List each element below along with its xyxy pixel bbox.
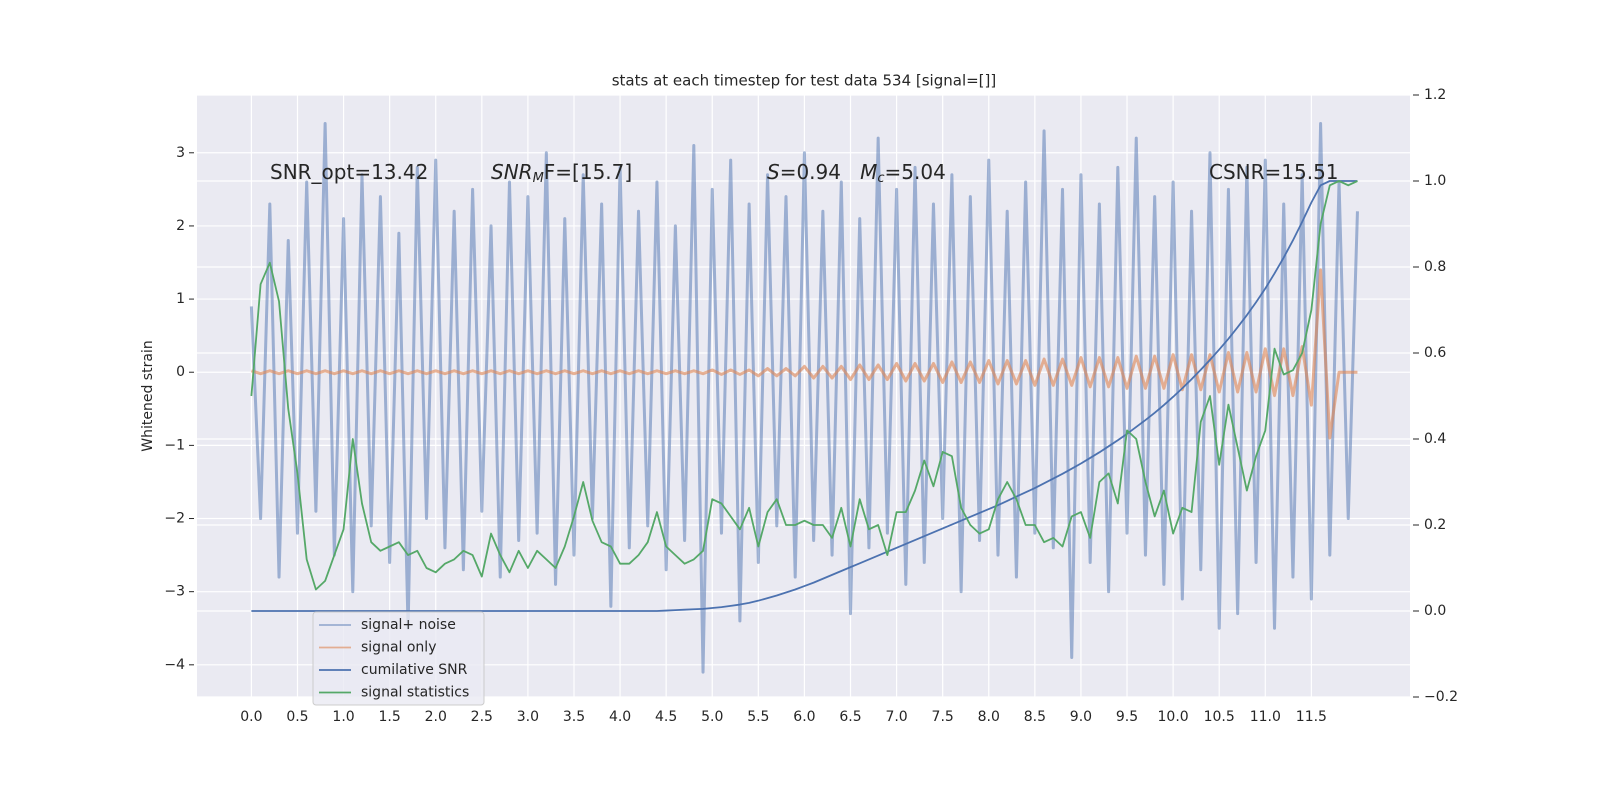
- legend-label: signal only: [361, 640, 436, 656]
- x-tick-label: 2.5: [471, 709, 493, 725]
- y-tick-label: 3: [176, 145, 185, 161]
- y-tick-label: −4: [164, 657, 185, 673]
- y2-tick-label: 1.0: [1424, 173, 1446, 189]
- x-tick-label: 7.0: [885, 709, 907, 725]
- x-tick-label: 11.0: [1250, 709, 1281, 725]
- annotation: SNR_opt=13.42: [270, 160, 428, 184]
- annotation-part: c: [877, 171, 884, 186]
- series-line: [250, 180, 1358, 591]
- y-tick-label: −3: [164, 584, 185, 600]
- annotation-part: M: [860, 160, 877, 184]
- annotation-part: =0.94: [780, 160, 860, 184]
- annotation-part: S: [767, 160, 780, 184]
- x-tick-label: 9.0: [1070, 709, 1092, 725]
- series-line: [249, 122, 1359, 674]
- legend-label: signal statistics: [361, 685, 469, 701]
- y-tick-label: 0: [176, 364, 185, 380]
- x-tick-label: 0.5: [286, 709, 308, 725]
- y-tick-label: −2: [164, 511, 185, 527]
- chart-title: stats at each timestep for test data 534…: [612, 72, 997, 90]
- x-tick-label: 9.5: [1116, 709, 1138, 725]
- y2-tick-label: −0.2: [1424, 689, 1458, 705]
- annotation-part: =5.04: [885, 160, 946, 184]
- x-tick-label: 2.0: [425, 709, 447, 725]
- annotation: SNRMF=[15.7]: [491, 160, 632, 186]
- x-tick-label: 11.5: [1296, 709, 1327, 725]
- y2-tick-label: 0.0: [1424, 603, 1446, 619]
- y2-tick-label: 0.6: [1424, 345, 1446, 361]
- x-tick-label: 5.5: [747, 709, 769, 725]
- x-tick-label: 8.0: [978, 709, 1000, 725]
- annotation-part: SNR_opt=13.42: [270, 160, 428, 184]
- y2-tick-label: 0.4: [1424, 431, 1446, 447]
- x-tick-label: 5.0: [701, 709, 723, 725]
- annotation-part: CSNR=15.51: [1209, 160, 1339, 184]
- x-tick-label: 3.5: [563, 709, 585, 725]
- y2-tick-label: 0.8: [1424, 259, 1446, 275]
- legend-label: signal+ noise: [361, 617, 456, 633]
- x-tick-label: 0.0: [240, 709, 262, 725]
- x-tick-label: 1.0: [332, 709, 354, 725]
- x-tick-label: 3.0: [517, 709, 539, 725]
- y-tick-label: 2: [176, 218, 185, 234]
- legend-box: [312, 611, 485, 706]
- x-tick-label: 1.5: [379, 709, 401, 725]
- y-axis-label: Whitened strain: [140, 340, 156, 451]
- annotation: CSNR=15.51: [1209, 160, 1339, 184]
- x-tick-label: 10.0: [1158, 709, 1189, 725]
- x-tick-label: 7.5: [932, 709, 954, 725]
- annotation: S=0.94 Mc=5.04: [767, 160, 946, 186]
- annotation-part: SNR: [491, 160, 533, 184]
- series-line: [251, 180, 1358, 612]
- x-tick-label: 4.5: [655, 709, 677, 725]
- x-tick-label: 8.5: [1024, 709, 1046, 725]
- x-tick-label: 6.5: [839, 709, 861, 725]
- annotation-part: M: [533, 171, 544, 186]
- x-tick-label: 10.5: [1204, 709, 1235, 725]
- annotation-part: F=[15.7]: [544, 160, 632, 184]
- series-line: [250, 268, 1358, 440]
- x-tick-label: 6.0: [793, 709, 815, 725]
- y2-tick-label: 1.2: [1424, 87, 1446, 103]
- x-tick-label: 4.0: [609, 709, 631, 725]
- y-tick-label: 1: [176, 291, 185, 307]
- y2-tick-label: 0.2: [1424, 517, 1446, 533]
- legend-label: cumilative SNR: [361, 662, 468, 678]
- y-tick-label: −1: [164, 437, 185, 453]
